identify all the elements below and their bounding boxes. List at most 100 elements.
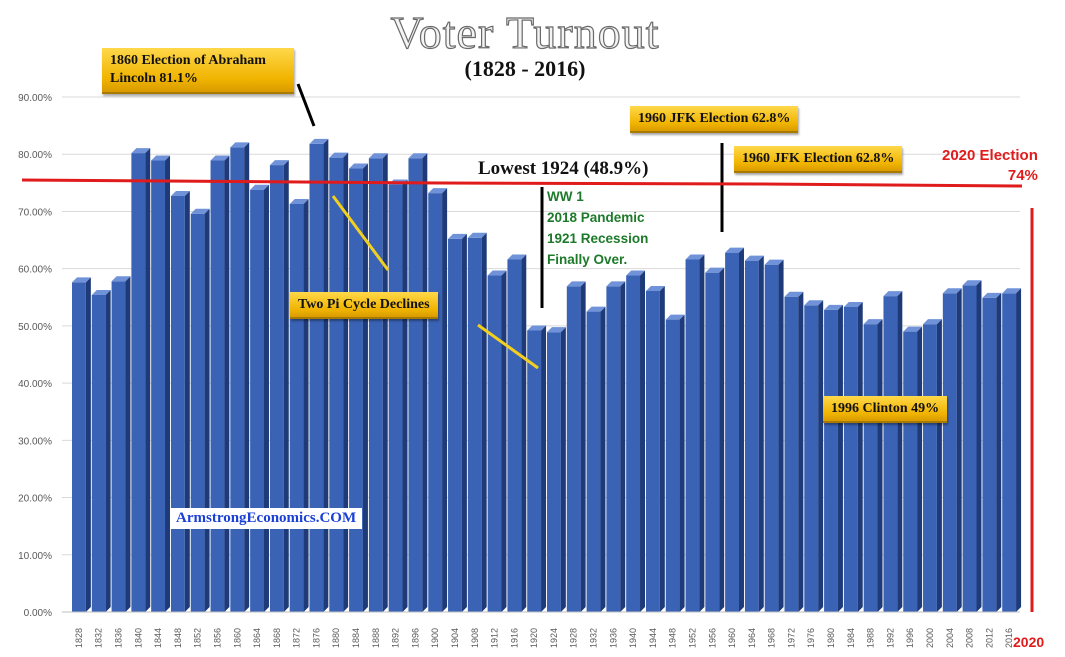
y-tick-label: 40.00% [18,379,52,390]
x-tick-label: 2004 [945,628,955,648]
x-tick-label: 1992 [885,628,895,648]
bar-top [744,255,764,261]
x-tick-label: 1864 [252,628,262,648]
x-tick-label: 2000 [925,628,935,648]
bar-1952 [685,254,705,612]
bar-front [824,309,838,612]
bar-side [659,285,665,612]
bar-front [547,332,561,612]
bar-front [863,324,878,612]
ww1-note-2: 2018 Pandemic [547,210,645,225]
x-tick-label: 1844 [153,628,163,648]
x-tick-label: 1924 [549,628,559,648]
bar-top [368,153,388,159]
bar-front [764,264,779,612]
bar-front [705,272,720,612]
bar-side [936,319,942,612]
bar-1948 [665,314,685,612]
bar-side [897,291,903,612]
y-tick-label: 90.00% [18,93,52,104]
bar-front [448,238,462,612]
x-tick-label: 1856 [212,628,222,648]
bar-front [111,281,126,612]
bar-front [685,259,700,612]
x-tick-label: 1888 [371,628,381,648]
bar-1856 [210,155,230,612]
x-tick-label: 1964 [747,628,757,648]
bar-front [190,213,205,612]
bar-top [329,152,349,158]
bar-side [125,276,131,612]
bar-top [645,285,665,291]
x-tick-label: 1984 [846,628,856,648]
bar-top [408,153,428,159]
bar-top [448,233,467,239]
bar-top [309,138,329,144]
bar-side [719,267,725,612]
bar-2012 [982,292,1002,612]
bar-side [442,188,448,612]
bar-front [883,296,898,612]
bar-side [640,270,646,612]
x-tick-label: 1952 [687,628,697,648]
bar-front [804,305,819,612]
x-tick-label: 2012 [984,628,994,648]
bar-side [857,302,863,612]
bar-1828 [72,277,91,612]
x-tick-label: 1860 [232,628,242,648]
bar-front [626,275,641,612]
bar-top [131,148,151,154]
bar-top [289,199,309,205]
bar-front [349,168,363,612]
bar-2008 [962,280,982,612]
bar-top [962,280,982,286]
bar-front [487,275,502,612]
bar-top [626,270,646,276]
x-tick-label: 1904 [450,628,460,648]
bar-front [903,331,918,612]
bar-top [507,254,527,260]
bar-side [422,153,428,612]
x-tick-label: 1876 [311,628,321,648]
x-tick-label: 2016 [1004,628,1014,648]
bar-1920 [527,325,547,612]
bar-top [566,281,586,287]
x-tick-label: 1948 [668,628,678,648]
bar-1908 [467,232,487,612]
bar-top [349,163,368,169]
bar-top [230,142,250,148]
x-tick-label: 1940 [628,628,638,648]
bar-1996 [903,326,923,612]
bar-1864 [250,184,269,612]
bar-top [843,302,863,308]
x-tick-label: 1932 [589,628,599,648]
bar-1960 [725,247,744,612]
bar-front [210,160,225,612]
bar-2000 [923,319,942,612]
bar-front [586,311,601,612]
bar-side [105,289,111,612]
bar-1880 [329,152,349,612]
bar-side [263,184,269,612]
bar-top [111,276,131,282]
bar-front [507,259,522,612]
bar-top [1002,288,1022,294]
pi-cycle-callout: Two Pi Cycle Declines [290,292,438,319]
bar-front [923,324,937,612]
bar-top [151,155,171,161]
bar-top [428,188,448,194]
x-tick-label: 1960 [727,628,737,648]
bar-front [329,157,344,612]
bar-1928 [566,281,586,612]
y-tick-label: 10.00% [18,551,52,562]
bar-1904 [448,233,467,612]
bar-top [804,300,824,306]
bar-front [467,237,482,612]
bar-1940 [626,270,646,612]
x-tick-label: 1848 [173,628,183,648]
bar-side [877,319,883,612]
bar-top [923,319,942,325]
y-axis: 0.00% 10.00% 20.00% 30.00% 40.00% 50.00% 60.00… [18,93,52,619]
bar-1932 [586,306,606,612]
bar-side [798,291,804,612]
